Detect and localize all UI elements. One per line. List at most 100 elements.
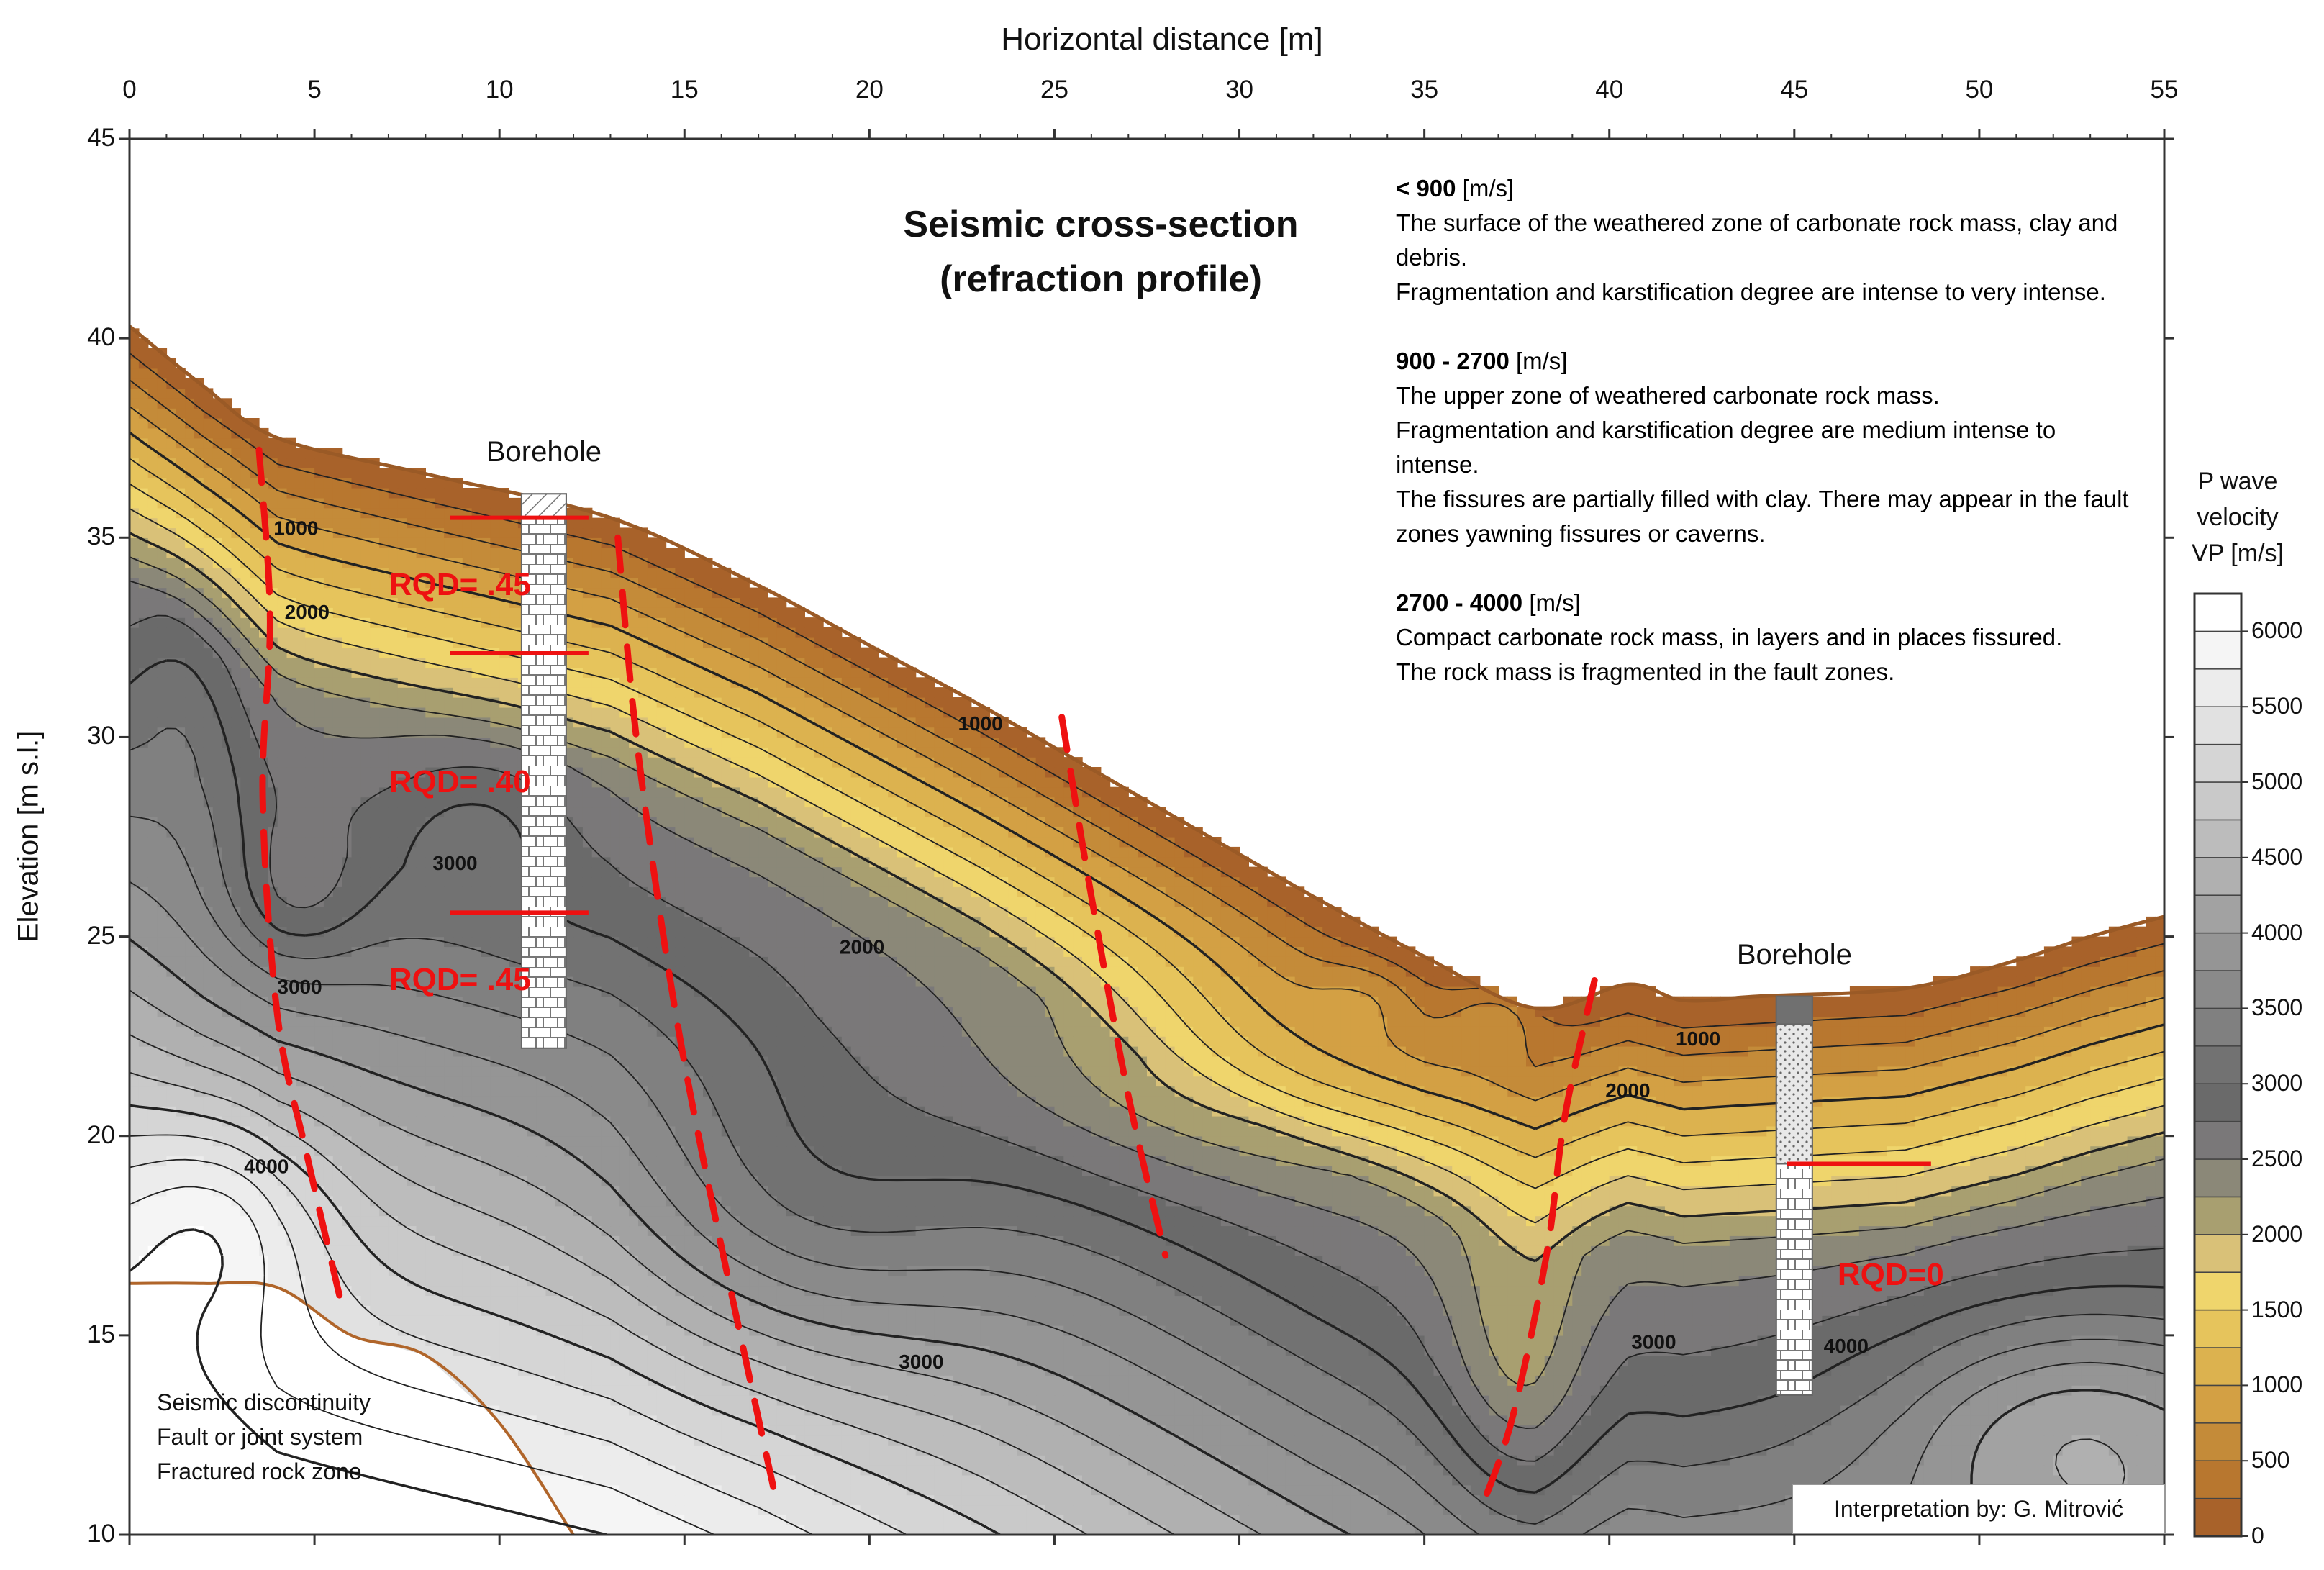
velocity-cell xyxy=(1628,1445,1638,1456)
velocity-cell xyxy=(1082,1455,1092,1466)
velocity-cell xyxy=(1045,1515,1056,1525)
velocity-cell xyxy=(804,1425,814,1436)
velocity-cell xyxy=(1452,1355,1462,1366)
velocity-cell xyxy=(1165,1465,1176,1476)
velocity-cell xyxy=(823,1385,833,1396)
velocity-cell xyxy=(2081,1395,2091,1406)
velocity-cell xyxy=(1109,1375,1120,1386)
velocity-cell xyxy=(582,1375,593,1386)
velocity-cell xyxy=(1109,1335,1120,1346)
velocity-cell xyxy=(2127,1435,2138,1446)
velocity-cell xyxy=(1526,1435,1536,1446)
velocity-cell xyxy=(1276,1505,1286,1515)
velocity-cell xyxy=(1609,1395,1620,1406)
velocity-cell xyxy=(776,1415,787,1426)
velocity-cell xyxy=(1026,1515,1037,1525)
velocity-cell xyxy=(1322,1405,1333,1416)
velocity-cell xyxy=(1581,1515,1592,1525)
velocity-cell xyxy=(999,1425,1009,1436)
velocity-cell xyxy=(1100,1525,1111,1535)
velocity-cell xyxy=(1017,1465,1027,1476)
velocity-cell xyxy=(517,1335,528,1346)
velocity-cell xyxy=(1174,1365,1185,1376)
velocity-cell xyxy=(832,1484,843,1496)
velocity-cell xyxy=(666,1415,676,1426)
velocity-cell xyxy=(1193,1525,1203,1535)
velocity-cell xyxy=(1405,1465,1416,1476)
velocity-cell xyxy=(1868,1375,1879,1386)
velocity-cell xyxy=(545,1455,555,1466)
velocity-cell xyxy=(1433,1484,1443,1496)
velocity-cell xyxy=(1415,1455,1425,1466)
velocity-cell xyxy=(1840,1375,1851,1386)
velocity-cell xyxy=(573,1455,584,1466)
velocity-cell xyxy=(1803,1465,1814,1476)
velocity-cell xyxy=(342,1315,353,1326)
velocity-cell xyxy=(915,1305,926,1316)
velocity-cell xyxy=(1961,1355,1971,1366)
velocity-cell xyxy=(1304,1395,1314,1406)
velocity-cell xyxy=(1498,1325,1508,1336)
velocity-cell xyxy=(1479,1385,1490,1396)
velocity-cell xyxy=(712,1355,722,1366)
velocity-cell xyxy=(869,1375,879,1386)
velocity-cell xyxy=(1729,1445,1740,1456)
velocity-cell xyxy=(610,1515,620,1525)
velocity-cell xyxy=(2007,1435,2017,1446)
velocity-cell xyxy=(1405,1305,1416,1316)
velocity-cell xyxy=(1165,1455,1176,1466)
velocity-cell xyxy=(1729,1415,1740,1426)
velocity-cell xyxy=(2118,1425,2128,1436)
velocity-cell xyxy=(1063,1484,1074,1496)
velocity-cell xyxy=(1628,1315,1638,1326)
velocity-cell xyxy=(629,1305,639,1316)
velocity-cell xyxy=(1507,1505,1517,1515)
velocity-cell xyxy=(610,1494,620,1506)
velocity-cell xyxy=(1674,1494,1684,1506)
velocity-cell xyxy=(1202,1515,1212,1525)
velocity-cell xyxy=(1156,1415,1166,1426)
velocity-cell xyxy=(915,1395,926,1406)
velocity-cell xyxy=(1720,1525,1730,1535)
velocity-cell xyxy=(2035,1415,2045,1426)
velocity-cell xyxy=(1313,1474,1323,1486)
velocity-cell xyxy=(1563,1365,1573,1376)
velocity-cell xyxy=(1109,1385,1120,1396)
velocity-cell xyxy=(1997,1455,2008,1466)
velocity-cell xyxy=(1868,1355,1879,1366)
velocity-cell xyxy=(2136,1355,2146,1366)
velocity-cell xyxy=(1424,1494,1435,1506)
velocity-cell xyxy=(814,1305,824,1316)
velocity-cell xyxy=(2071,1455,2082,1466)
velocity-cell xyxy=(1230,1525,1240,1535)
velocity-cell xyxy=(1461,1494,1471,1506)
velocity-cell xyxy=(1100,1494,1111,1506)
velocity-cell xyxy=(1017,1335,1027,1346)
velocity-cell xyxy=(1119,1435,1129,1446)
velocity-cell xyxy=(1868,1455,1879,1466)
velocity-cell xyxy=(1452,1484,1462,1496)
velocity-cell xyxy=(1276,1425,1286,1436)
velocity-cell xyxy=(1599,1325,1610,1336)
velocity-cell xyxy=(869,1305,879,1316)
velocity-cell xyxy=(360,1305,371,1316)
velocity-cell xyxy=(1239,1335,1249,1346)
velocity-cell xyxy=(1470,1405,1481,1416)
velocity-cell xyxy=(1193,1335,1203,1346)
velocity-cell xyxy=(1433,1355,1443,1366)
velocity-cell xyxy=(758,1375,768,1386)
velocity-cell xyxy=(1599,1415,1610,1426)
velocity-cell xyxy=(1535,1355,1545,1366)
velocity-cell xyxy=(776,1345,787,1356)
velocity-cell xyxy=(906,1415,917,1426)
velocity-cell xyxy=(1017,1505,1027,1515)
velocity-cell xyxy=(1378,1465,1388,1476)
velocity-cell xyxy=(675,1375,685,1386)
velocity-cell xyxy=(1581,1305,1592,1316)
velocity-cell xyxy=(517,1345,528,1356)
velocity-cell xyxy=(1119,1385,1129,1396)
velocity-cell xyxy=(1581,1395,1592,1406)
velocity-cell xyxy=(1322,1435,1333,1446)
velocity-cell xyxy=(1599,1365,1610,1376)
velocity-cell xyxy=(2081,1355,2091,1366)
